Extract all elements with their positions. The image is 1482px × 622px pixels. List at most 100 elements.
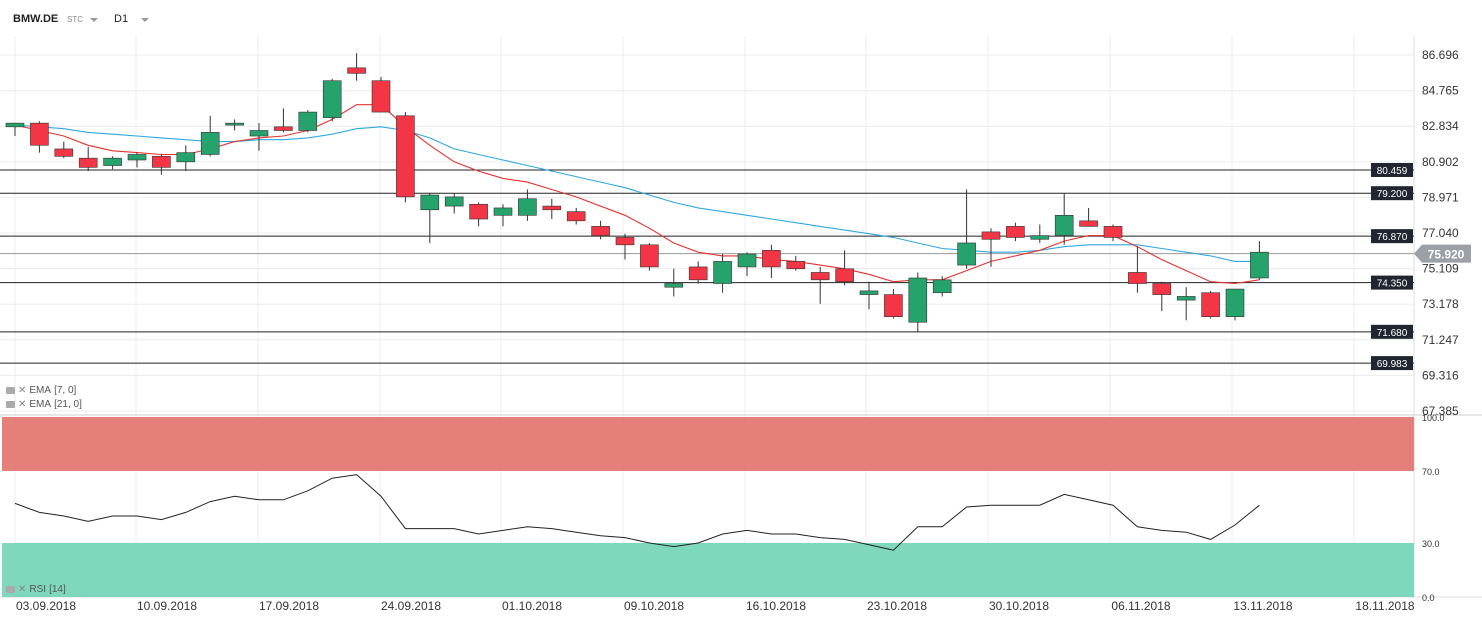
- close-icon[interactable]: ✕: [18, 584, 27, 595]
- rsi-legend[interactable]: ✕ RSI [14]: [6, 584, 66, 595]
- price-tick-label: 84.765: [1422, 84, 1459, 98]
- current-price-label: 75.920: [1428, 248, 1465, 262]
- candle-up[interactable]: [444, 196, 464, 207]
- level-label: 80.459: [1377, 166, 1408, 177]
- candle-down[interactable]: [884, 294, 903, 318]
- ema7-legend-params: [7, 0]: [54, 385, 77, 396]
- rsi-oversold-zone: [2, 543, 1414, 597]
- candle-up[interactable]: [225, 122, 244, 126]
- close-icon[interactable]: ✕: [18, 385, 27, 396]
- price-tick-label: 75.109: [1422, 262, 1459, 276]
- level-label: 69.983: [1377, 359, 1408, 370]
- candle-up[interactable]: [322, 80, 342, 118]
- candle-down[interactable]: [54, 148, 74, 157]
- candle-up[interactable]: [518, 198, 537, 216]
- candle-down[interactable]: [1006, 226, 1025, 238]
- ema21-line: [14, 124, 1260, 262]
- candle-down[interactable]: [835, 268, 854, 282]
- candle-down[interactable]: [786, 261, 806, 270]
- level-label-box: [1371, 275, 1413, 290]
- price-tick-label: 78.971: [1422, 190, 1459, 204]
- ema7-legend[interactable]: ✕ EMA [7, 0]: [6, 385, 76, 396]
- price-tick-label: 71.247: [1422, 333, 1459, 347]
- current-price-tag: [1414, 244, 1471, 263]
- candle-down[interactable]: [591, 226, 610, 236]
- candle-up[interactable]: [103, 157, 122, 166]
- candle-up[interactable]: [1054, 215, 1074, 236]
- candle-up[interactable]: [176, 152, 196, 163]
- ema21-legend[interactable]: ✕ EMA [21, 0]: [6, 399, 82, 410]
- candle-down[interactable]: [1079, 220, 1098, 227]
- candle-down[interactable]: [542, 205, 562, 211]
- rsi-legend-label: RSI: [29, 584, 47, 595]
- date-tick-label: 23.10.2018: [867, 599, 927, 613]
- candle-up[interactable]: [1030, 235, 1050, 240]
- symbol-dropdown-icon[interactable]: [90, 18, 98, 22]
- candle-up[interactable]: [1176, 296, 1196, 301]
- level-label: 79.200: [1377, 189, 1408, 200]
- candle-up[interactable]: [1225, 288, 1245, 318]
- candle-up[interactable]: [249, 130, 269, 137]
- candle-down[interactable]: [762, 250, 781, 268]
- candle-down[interactable]: [566, 211, 586, 222]
- candle-up[interactable]: [5, 122, 25, 128]
- candle-up[interactable]: [932, 279, 952, 294]
- ema21-legend-params: [21, 0]: [54, 399, 82, 410]
- candle-up[interactable]: [908, 277, 928, 323]
- candle-down[interactable]: [1128, 272, 1147, 284]
- candle-up[interactable]: [713, 261, 732, 284]
- candle-down[interactable]: [640, 244, 659, 268]
- candle-down[interactable]: [30, 122, 49, 146]
- date-tick-label: 13.11.2018: [1233, 599, 1292, 613]
- settings-icon[interactable]: [6, 401, 15, 408]
- candle-up[interactable]: [420, 194, 440, 211]
- level-label-box: [1371, 324, 1413, 339]
- date-tick-label: 24.09.2018: [381, 599, 441, 613]
- level-label-box: [1371, 229, 1413, 244]
- candle-down[interactable]: [981, 231, 1001, 240]
- candle-up[interactable]: [493, 207, 513, 216]
- candle-up[interactable]: [298, 111, 318, 131]
- candle-up[interactable]: [1250, 251, 1269, 279]
- candle-down[interactable]: [1201, 292, 1220, 318]
- rsi-tick-label: 30.0: [1422, 539, 1440, 549]
- level-label-box: [1371, 186, 1413, 201]
- candle-down[interactable]: [371, 80, 391, 113]
- timeframe-label[interactable]: D1: [114, 13, 129, 25]
- price-tick-label: 80.902: [1422, 155, 1459, 169]
- timeframe-dropdown-icon[interactable]: [141, 18, 149, 22]
- candle-up[interactable]: [859, 290, 879, 295]
- rsi-line: [14, 474, 1260, 551]
- candle-down[interactable]: [396, 115, 415, 198]
- instrument-type-tag: STC: [67, 15, 83, 24]
- level-label-box: [1371, 162, 1413, 177]
- candle-down[interactable]: [688, 266, 708, 281]
- candle-down[interactable]: [78, 157, 98, 168]
- price-tick-label: 73.178: [1422, 297, 1459, 311]
- candle-down[interactable]: [152, 156, 171, 168]
- price-tick-label: 86.696: [1422, 48, 1459, 62]
- ema7-legend-label: EMA: [29, 385, 52, 396]
- candle-down[interactable]: [274, 126, 293, 131]
- candle-down[interactable]: [1152, 283, 1172, 295]
- level-label: 71.680: [1377, 328, 1408, 339]
- candle-up[interactable]: [127, 154, 147, 161]
- candle-down[interactable]: [469, 203, 488, 220]
- settings-icon[interactable]: [6, 387, 15, 394]
- candle-down[interactable]: [615, 237, 635, 246]
- candle-up[interactable]: [664, 283, 684, 288]
- price-tick-label: 77.040: [1422, 226, 1459, 240]
- symbol-label[interactable]: BMW.DE: [13, 13, 59, 25]
- level-label: 76.870: [1377, 232, 1408, 243]
- settings-icon[interactable]: [6, 586, 15, 593]
- rsi-overbought-zone: [2, 417, 1414, 471]
- candle-up[interactable]: [737, 253, 757, 268]
- candle-down[interactable]: [347, 67, 366, 74]
- candle-up[interactable]: [200, 132, 220, 155]
- date-tick-label: 16.10.2018: [746, 599, 806, 613]
- candle-up[interactable]: [957, 242, 976, 266]
- candle-down[interactable]: [810, 272, 830, 281]
- close-icon[interactable]: ✕: [18, 399, 27, 410]
- candle-down[interactable]: [1103, 226, 1123, 238]
